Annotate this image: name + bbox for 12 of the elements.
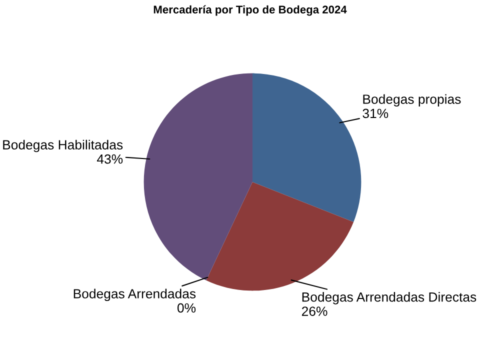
data-label: 26% — [302, 306, 328, 316]
pie-slice — [144, 73, 252, 280]
data-label: 43% — [96, 154, 123, 164]
slice-label: Bodegas propias — [363, 94, 461, 107]
data-label: 31% — [362, 108, 388, 118]
slice-label: Bodegas Arrendadas Directas — [302, 292, 476, 304]
pie-slice — [252, 73, 362, 222]
text: 0% — [177, 303, 196, 313]
pie-slice — [206, 182, 354, 291]
legend-label: Bodegas Arrendadas — [74, 288, 196, 302]
chart-title: Mercadería por Tipo de Bodega 2024 — [154, 5, 347, 16]
slice-label: Bodegas Habilitadas — [3, 140, 123, 152]
